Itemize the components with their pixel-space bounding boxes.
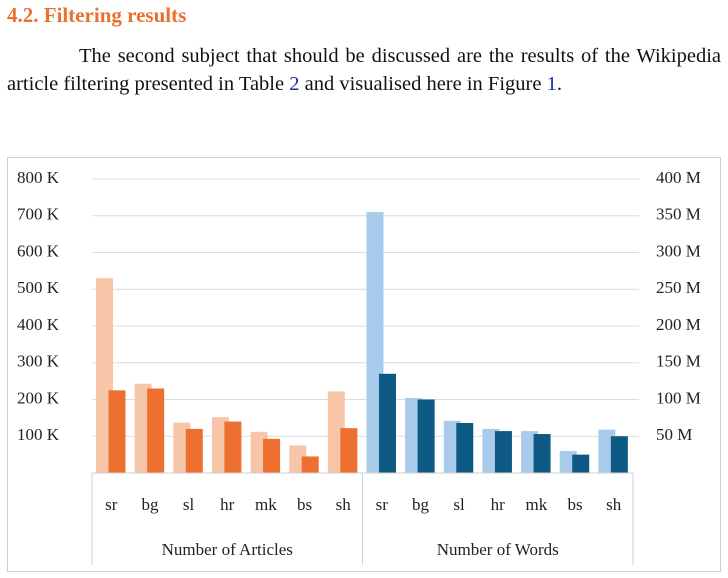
- bar: [224, 421, 242, 473]
- y2-tick-label: 150 M: [656, 352, 701, 371]
- y2-tick-label: 350 M: [656, 205, 701, 224]
- text: The second subject that should be discus…: [7, 45, 721, 95]
- table-ref[interactable]: 2: [289, 73, 300, 95]
- x-tick-label: sh: [336, 495, 352, 514]
- x-tick-label: bs: [567, 495, 582, 514]
- x-tick-label: bg: [141, 495, 159, 514]
- bar: [379, 373, 396, 473]
- bar: [533, 434, 551, 473]
- y2-tick-label: 100 M: [656, 388, 701, 407]
- x-tick-label: sl: [453, 495, 465, 514]
- y2-tick-label: 200 M: [656, 315, 701, 334]
- bar: [456, 423, 474, 473]
- x-tick-label: sh: [606, 495, 622, 514]
- y-tick-label: 800 K: [17, 168, 60, 187]
- figure-ref[interactable]: 1: [546, 73, 557, 95]
- y2-tick-label: 400 M: [656, 168, 701, 187]
- x-tick-label: sl: [183, 495, 195, 514]
- y-tick-label: 700 K: [17, 205, 60, 224]
- bar: [301, 456, 319, 473]
- text: and visualised here in Figure: [299, 73, 547, 95]
- x-tick-label: hr: [491, 495, 506, 514]
- x-tick-label: mk: [526, 495, 548, 514]
- bar: [340, 428, 358, 473]
- bar: [417, 399, 435, 473]
- y-tick-label: 400 K: [17, 315, 60, 334]
- x-tick-label: bg: [412, 495, 430, 514]
- y-tick-label: 600 K: [17, 241, 60, 260]
- x-tick-label: sr: [376, 495, 389, 514]
- y-tick-label: 300 K: [17, 352, 60, 371]
- x-tick-label: mk: [255, 495, 277, 514]
- bar: [494, 431, 512, 473]
- y-tick-label: 100 K: [17, 425, 60, 444]
- bar: [185, 428, 203, 473]
- y-tick-label: 500 K: [17, 278, 60, 297]
- chart-frame: [7, 157, 721, 572]
- paragraph: The second subject that should be discus…: [7, 42, 721, 98]
- group-label: Number of Articles: [162, 540, 293, 559]
- group-label: Number of Words: [437, 540, 559, 559]
- y2-tick-label: 250 M: [656, 278, 701, 297]
- x-tick-label: sr: [105, 495, 118, 514]
- y-tick-label: 200 K: [17, 388, 60, 407]
- bar: [108, 390, 126, 473]
- bar: [610, 436, 628, 473]
- y2-tick-label: 50 M: [656, 425, 692, 444]
- text: .: [556, 73, 562, 95]
- bar: [147, 388, 165, 473]
- y2-tick-label: 300 M: [656, 241, 701, 260]
- bar: [572, 454, 590, 473]
- section-heading: 4.2. Filtering results: [7, 3, 187, 27]
- x-tick-label: bs: [297, 495, 312, 514]
- bar: [263, 438, 281, 473]
- x-tick-label: hr: [220, 495, 235, 514]
